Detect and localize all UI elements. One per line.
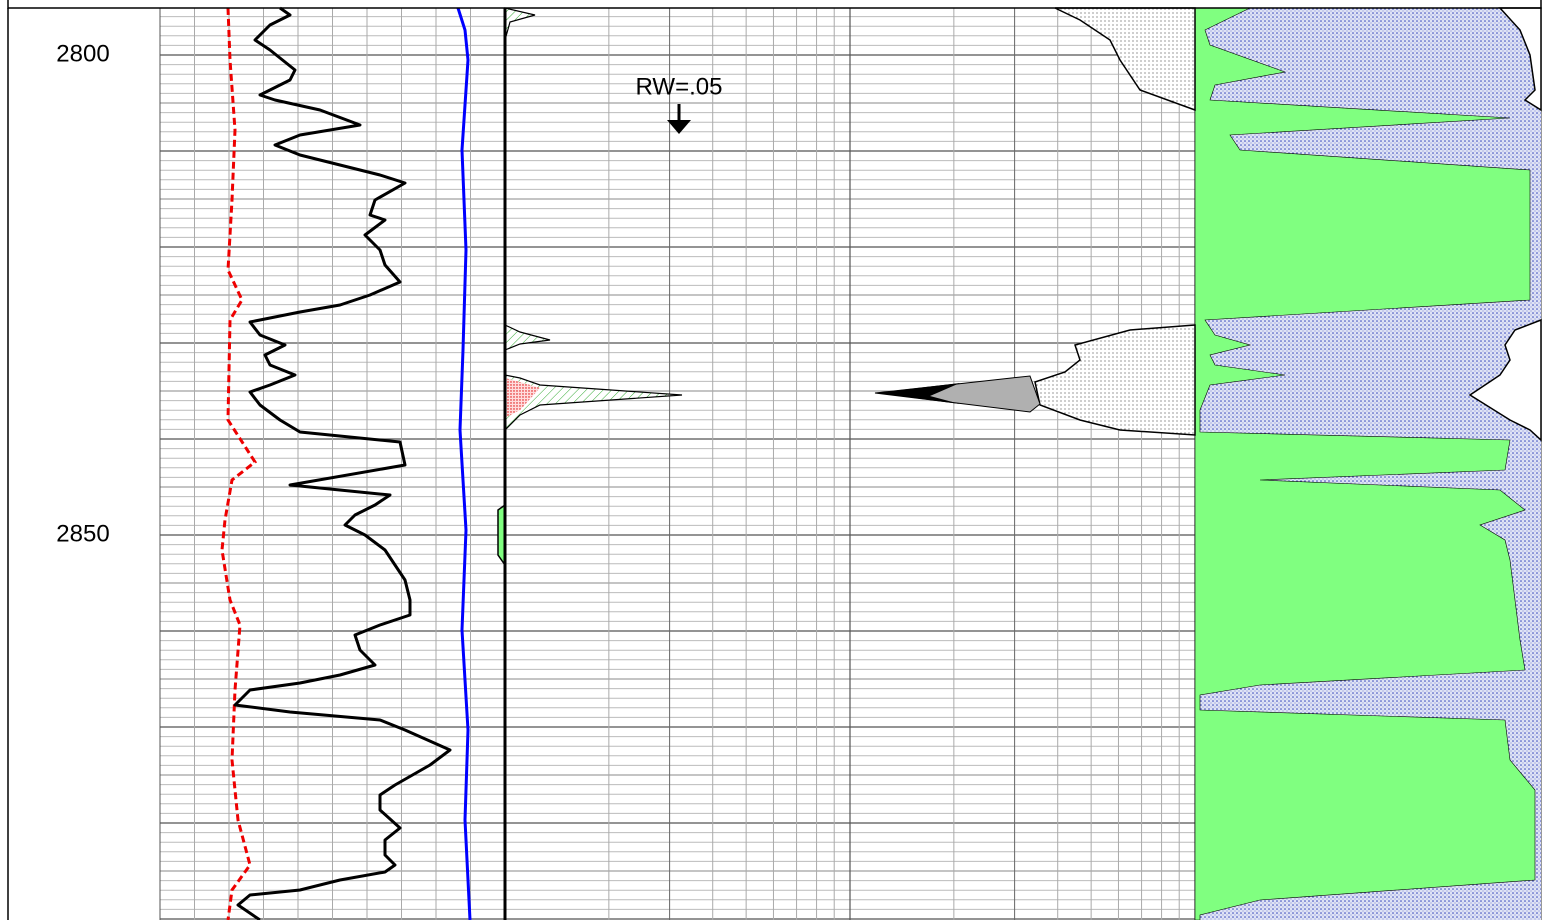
curves <box>220 6 507 920</box>
hatch-fill <box>504 7 536 41</box>
fills <box>497 7 1542 920</box>
blue-curve <box>456 7 472 920</box>
white-fill <box>1498 7 1542 112</box>
matrix-fill <box>1194 7 1536 920</box>
depth-label: 2850 <box>56 520 109 547</box>
hatch-fill <box>504 324 551 351</box>
dot-fill <box>1054 7 1196 112</box>
gamma-curve <box>233 6 452 920</box>
annotation: RW=.05 <box>636 73 723 100</box>
grey-fill <box>874 375 1041 413</box>
depth-label: 2800 <box>56 40 109 67</box>
white-fill <box>1468 318 1542 442</box>
dot-fill <box>1034 324 1196 436</box>
hatch-fill <box>504 374 683 432</box>
annotation-arrowhead <box>667 120 691 134</box>
header-frame <box>7 0 1542 9</box>
black-fill <box>875 383 960 404</box>
red-fill <box>505 378 540 418</box>
red-curve <box>220 7 258 920</box>
